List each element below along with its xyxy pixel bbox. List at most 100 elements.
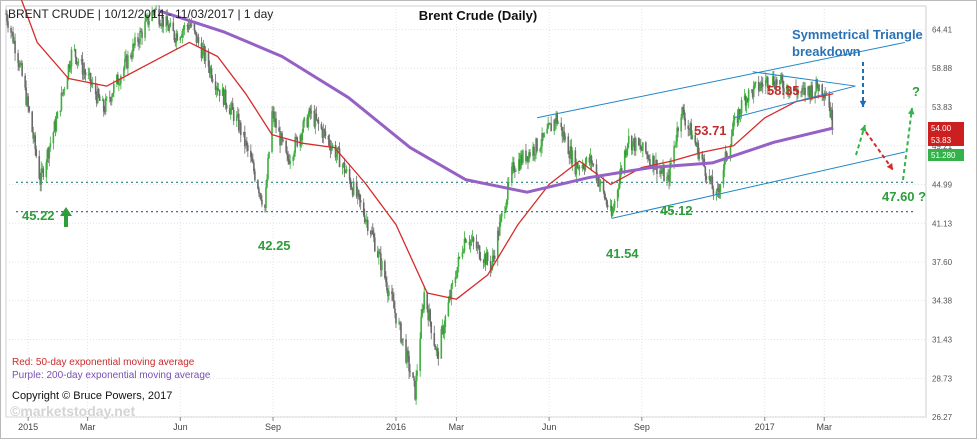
candle-body (109, 97, 112, 102)
candle-body (585, 157, 588, 163)
candle-body (591, 163, 594, 165)
candle-body (688, 128, 690, 130)
candle-body (690, 123, 693, 140)
candle-body (695, 143, 698, 147)
candle-body (422, 309, 424, 310)
candle-body (306, 117, 309, 128)
candle-body (525, 150, 527, 162)
candle-body (338, 148, 341, 168)
candle-body (398, 322, 400, 324)
candle-body (348, 169, 351, 180)
candle-body (546, 128, 548, 134)
candle-body (492, 255, 495, 257)
candle-body (24, 75, 26, 88)
candle-body (625, 149, 628, 156)
candle-body (704, 166, 707, 177)
candle-body (186, 24, 189, 27)
candle-body (344, 171, 347, 174)
candle-body (677, 127, 679, 132)
candle-body (359, 200, 362, 203)
candle-body (816, 79, 818, 88)
candle-body (286, 152, 288, 156)
candle-body (429, 309, 432, 322)
candle-body (634, 137, 637, 152)
x-tick-label: Sep (634, 422, 650, 432)
candle-body (369, 231, 372, 235)
candle-body (508, 182, 510, 183)
candle-body (616, 189, 619, 201)
candle-body (31, 111, 33, 133)
candle-body (322, 129, 325, 138)
candle-body (472, 237, 475, 242)
candle-body (540, 146, 542, 150)
candle-body (478, 245, 481, 259)
annotation-42-25: 42.25 (258, 238, 291, 253)
candle-body (733, 116, 736, 121)
candle-body (701, 153, 704, 160)
candle-body (301, 132, 304, 141)
candle-body (796, 90, 798, 95)
candle-body (736, 116, 739, 123)
price-tags: 54.00 53.83 51.280 (928, 122, 964, 161)
candle-body (561, 126, 564, 137)
y-tick-label: 49.21 (932, 142, 953, 151)
candle-body (458, 256, 461, 258)
candle-body (225, 104, 228, 109)
candle-body (758, 88, 761, 91)
candle-body (440, 328, 443, 359)
candle-body (470, 240, 473, 242)
candle-body (217, 89, 220, 91)
candle-body (394, 308, 396, 314)
candle-body (120, 76, 122, 84)
candle-body (94, 82, 97, 95)
candle-body (96, 88, 99, 104)
candle-body (556, 114, 558, 124)
candle-body (60, 92, 63, 111)
candle-body (627, 136, 630, 144)
candle-body (441, 326, 444, 329)
x-tick-label: Jun (542, 422, 557, 432)
candle-body (407, 350, 409, 356)
candle-body (752, 85, 755, 98)
candle-body (42, 168, 45, 178)
candle-body (273, 111, 275, 123)
candle-body (675, 141, 677, 146)
x-tick-label: Mar (449, 422, 465, 432)
candle-body (589, 155, 592, 163)
candle-body (419, 338, 421, 371)
candle-body (130, 55, 132, 57)
candle-body (493, 255, 496, 259)
candle-body (618, 177, 621, 188)
candle-body (541, 133, 543, 147)
candle-body (757, 81, 760, 91)
candle-body (645, 142, 647, 153)
candle-body (265, 187, 267, 208)
bounce-up-arrow (855, 124, 866, 156)
candle-body (197, 37, 200, 44)
candle-body (461, 252, 464, 258)
x-tick-label: Mar (80, 422, 96, 432)
candle-body (235, 115, 238, 121)
candle-body (430, 321, 433, 334)
candle-body (52, 132, 55, 144)
candle-body (769, 84, 771, 88)
candle-body (786, 85, 788, 93)
bounce-up-arrow-head (860, 125, 867, 132)
candle-body (630, 136, 633, 151)
candle-body (821, 84, 824, 96)
candle-body (550, 123, 552, 132)
candle-body (807, 86, 809, 96)
candle-body (687, 125, 689, 129)
candle-body (49, 143, 52, 148)
triangle-bottom-line (733, 85, 856, 119)
candle-body (443, 327, 446, 334)
candle-body (632, 138, 635, 142)
candle-body (512, 162, 514, 167)
candle-body (69, 66, 72, 70)
candle-body (814, 91, 816, 98)
trend-lines (536, 41, 905, 219)
candle-body (682, 107, 684, 110)
candle-body (800, 91, 802, 93)
candle-body (203, 46, 206, 61)
price-tag-label: 54.00 (931, 124, 952, 133)
